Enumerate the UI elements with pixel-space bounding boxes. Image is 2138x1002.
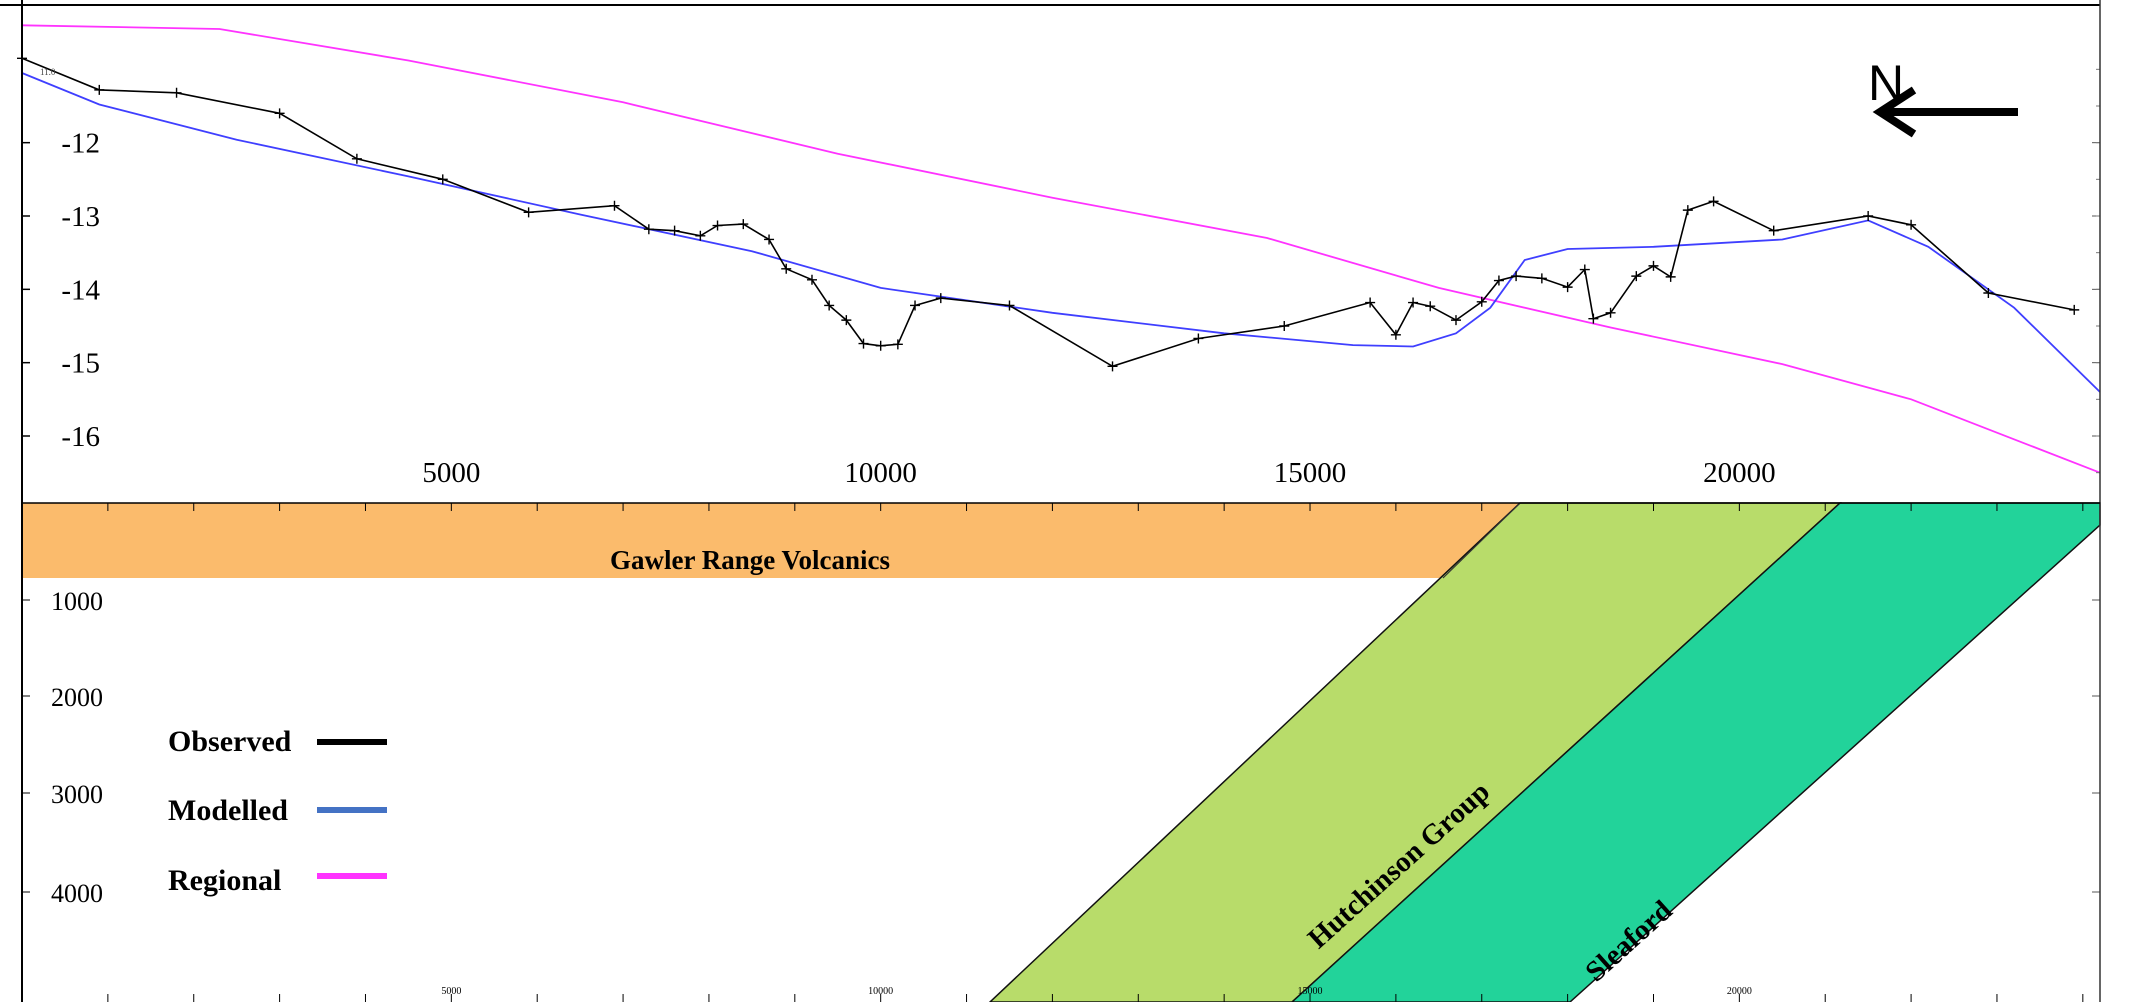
volcanics-base-contact [1442, 502, 1521, 579]
observed-point [858, 338, 869, 349]
observed-point [1768, 225, 1779, 236]
x-tick-label: 10000 [844, 457, 917, 489]
y-small-tick-label: 11.0 [40, 67, 56, 77]
observed-point [1408, 297, 1419, 308]
series-line-observed [21, 57, 2075, 368]
observed-point [738, 219, 749, 230]
section-x-tick-label: 15000 [1298, 986, 1323, 997]
observed-point [875, 340, 886, 351]
observed-point [695, 230, 706, 241]
observed-point [910, 300, 921, 311]
y-tick-label: -13 [61, 201, 100, 233]
gravity-profile-chart: -12 -13 -14 -15 -16 11.0 5000 10000 15000 20000 [17, 24, 2101, 511]
depth-tick-label: 2000 [51, 683, 103, 712]
observed-point [437, 174, 448, 185]
unit-label-gawler-range-volcanics: Gawler Range Volcanics [610, 545, 890, 575]
observed-point [274, 108, 285, 119]
observed-point [824, 300, 835, 311]
observed-point [1390, 329, 1401, 340]
observed-point [764, 234, 775, 245]
observed-point [1665, 271, 1676, 282]
north-arrow: N [1868, 55, 2018, 138]
legend: Observed Modelled Regional [168, 725, 387, 897]
observed-point [643, 224, 654, 235]
x-tick-label: 5000 [422, 457, 480, 489]
observed-point [1193, 333, 1204, 344]
observed-point [1004, 300, 1015, 311]
observed-point [669, 225, 680, 236]
profile-x-axis: 5000 10000 15000 20000 [107, 457, 2084, 511]
observed-point [1493, 275, 1504, 286]
observed-point [935, 293, 946, 304]
observed-point [1682, 205, 1693, 216]
observed-point [351, 153, 362, 164]
x-tick-label: 15000 [1274, 457, 1347, 489]
section-x-tick-label: 10000 [868, 986, 893, 997]
series-line-modelled [21, 72, 2101, 393]
observed-point [2069, 304, 2080, 315]
observed-point [712, 220, 723, 231]
series-line-regional [21, 24, 2101, 474]
legend-label-regional: Regional [168, 864, 281, 897]
profile-series-group [17, 24, 2101, 474]
observed-point [1511, 271, 1522, 282]
observed-point [1279, 321, 1290, 331]
y-tick-label: -12 [61, 128, 100, 160]
geological-section: Gawler Range Volcanics Hutchinson Group … [22, 502, 2101, 1002]
observed-point [523, 207, 534, 218]
legend-label-observed: Observed [168, 725, 292, 758]
observed-point [1450, 315, 1461, 326]
observed-point [1648, 260, 1659, 271]
observed-point [781, 263, 792, 274]
observed-point [1983, 288, 1994, 298]
depth-tick-label: 3000 [51, 780, 103, 809]
y-tick-label: -14 [61, 274, 100, 306]
profile-y-axis: -12 -13 -14 -15 -16 11.0 [22, 67, 2100, 474]
section-x-axis: 5000 10000 15000 20000 [107, 986, 2084, 1002]
observed-point [1365, 297, 1376, 308]
depth-tick-label: 4000 [51, 879, 103, 908]
observed-point [1906, 219, 1917, 230]
observed-point [1107, 361, 1118, 372]
observed-point [171, 87, 182, 98]
depth-tick-label: 1000 [51, 587, 103, 616]
observed-point [1605, 307, 1616, 318]
observed-point [1708, 196, 1719, 207]
depth-axis: 1000 2000 3000 4000 [22, 587, 2100, 908]
observed-point [1425, 301, 1436, 312]
observed-point [1579, 264, 1590, 275]
observed-point [841, 315, 852, 326]
observed-point [1863, 211, 1874, 221]
north-arrow-head [1872, 86, 1917, 138]
section-x-tick-label: 5000 [441, 986, 461, 997]
x-tick-label: 20000 [1703, 457, 1776, 489]
observed-point [94, 84, 105, 95]
observed-point [1631, 271, 1642, 282]
observed-point [1536, 273, 1547, 284]
observed-point [1476, 296, 1487, 307]
observed-point [1562, 282, 1573, 293]
section-x-tick-label: 20000 [1727, 986, 1752, 997]
gawler-range-volcanics-body [22, 503, 1520, 578]
legend-label-modelled: Modelled [168, 794, 288, 827]
observed-point [1588, 313, 1599, 324]
y-tick-label: -16 [61, 421, 100, 453]
y-tick-label: -15 [61, 348, 100, 380]
observed-point [609, 200, 620, 211]
observed-point [806, 274, 817, 285]
observed-point [892, 339, 903, 350]
